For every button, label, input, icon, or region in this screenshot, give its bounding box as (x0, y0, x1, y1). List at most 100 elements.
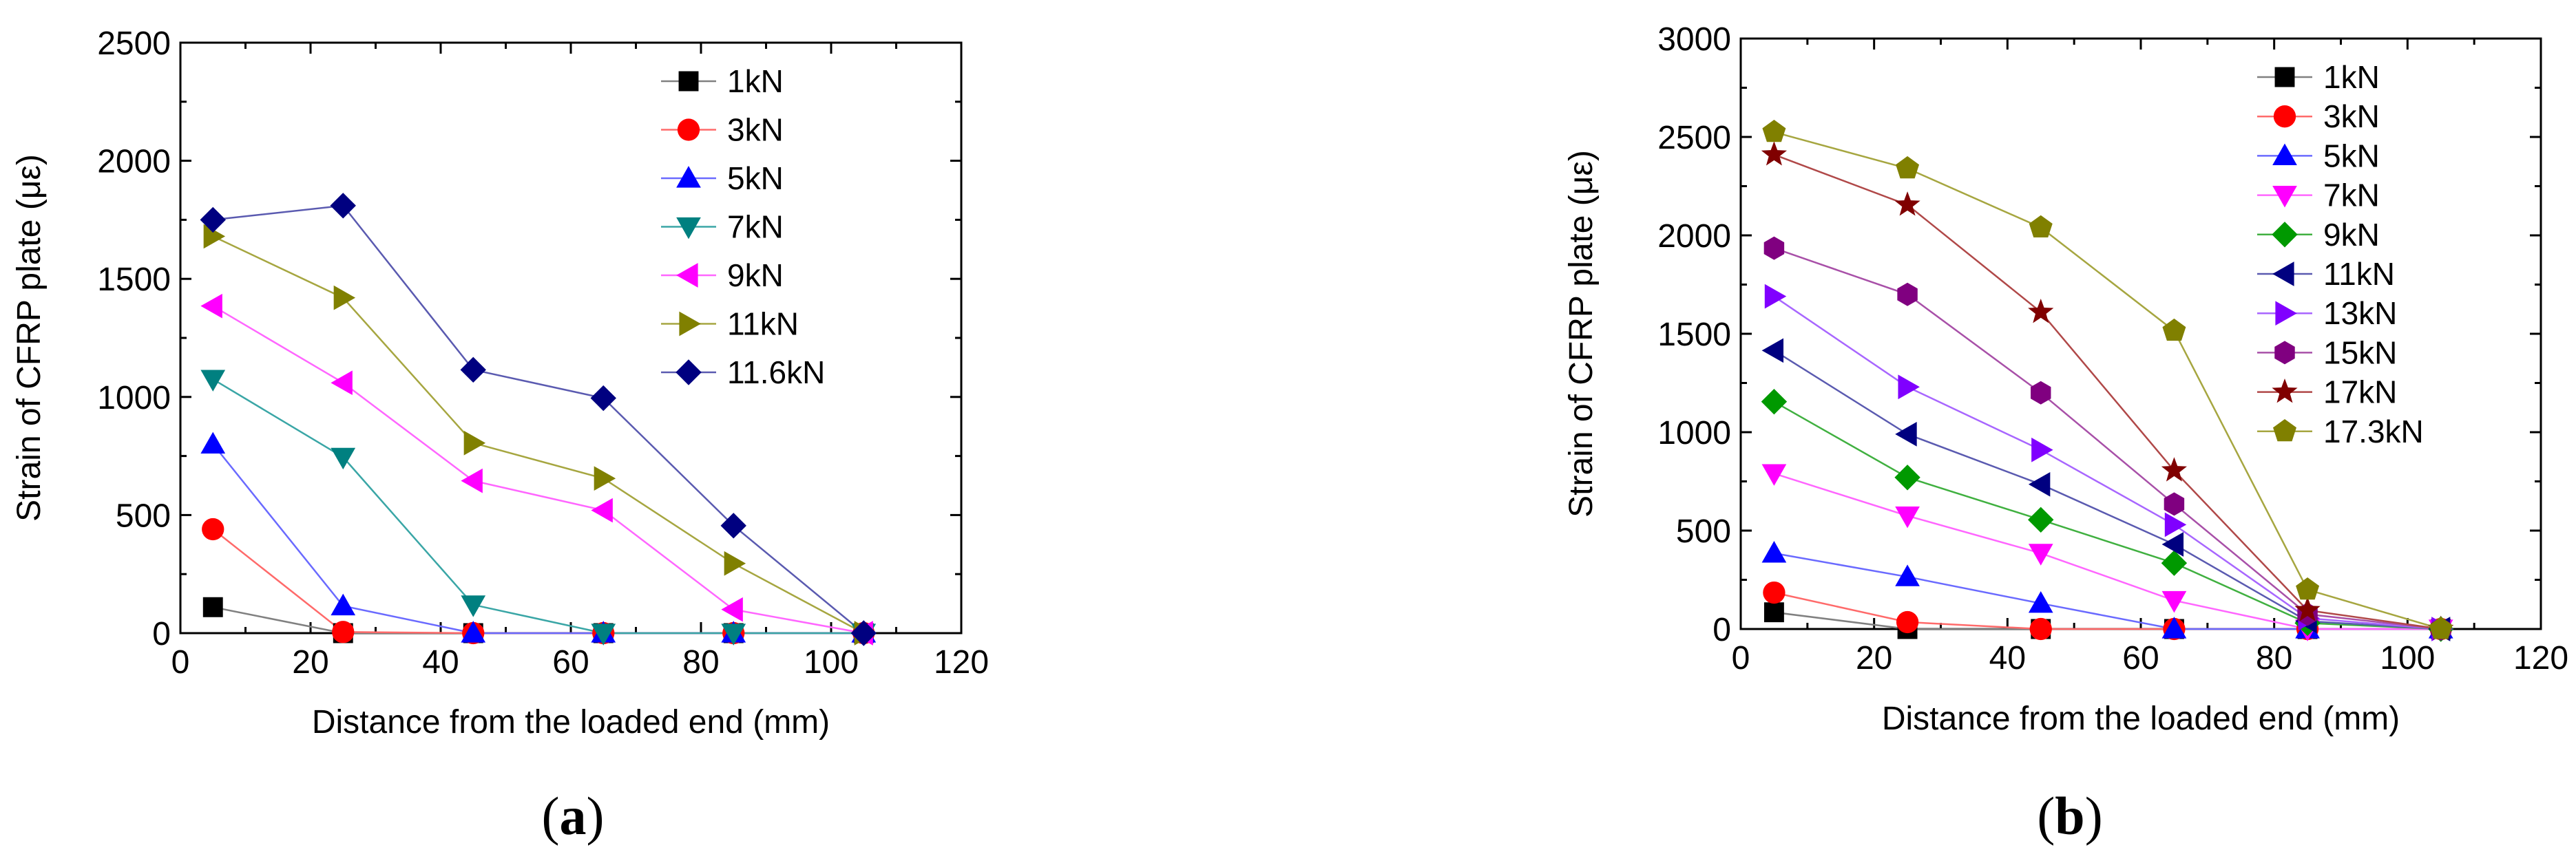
panel-a-series-line-5kN (212, 443, 864, 635)
panel-b-legend-label: 15kN (2323, 334, 2397, 370)
panel-b-point-7kN (2028, 544, 2053, 566)
panel-a-series-line-11kN (212, 235, 864, 635)
panel-b-point-17kN (1761, 141, 1788, 166)
panel-b-point-5kN (2161, 617, 2187, 639)
panel-a-legend-marker (679, 311, 701, 337)
panel-a-y-tick-label: 500 (116, 498, 171, 534)
panel-b-point-9kN (2028, 507, 2054, 533)
panel-a-legend-marker (676, 166, 701, 188)
panel-b-point-17.3kN (2162, 318, 2186, 341)
panel-a-point-7kN (461, 595, 486, 617)
panel-b-point-17.3kN (1896, 156, 1920, 179)
panel-b-y-tick-label: 0 (1713, 612, 1731, 648)
panel-a-point-9kN (461, 468, 483, 493)
panel-a-label: (a) (542, 786, 605, 846)
panel-a-legend-label: 1kN (727, 63, 784, 99)
panel-b-x-tick-label: 100 (2380, 640, 2435, 676)
panel-b-series-line-17kN (1773, 153, 2441, 630)
panel-b-legend-label: 17kN (2323, 374, 2397, 410)
panel-a-point-9kN (331, 370, 353, 396)
panel-b-point-17.3kN (2429, 617, 2453, 639)
panel-a: 0 20 40 60 80 100 120 0 500 1000 1500 2000 2500 Dista… (11, 25, 989, 846)
panel-a-point-11kN (203, 224, 226, 249)
panel-a-legend: 1kN 3kN 5kN 7kN 9kN 11kN 11.6kN (661, 63, 825, 390)
panel-b-x-axis-title: Distance from the loaded end (mm) (1882, 701, 2400, 737)
panel-b-y-axis-title: Strain of CFRP plate (με) (1563, 150, 1600, 518)
panel-b-point-13kN (1764, 284, 1787, 309)
panel-a-legend-marker (676, 263, 698, 288)
panel-a-point-11kN (333, 285, 356, 310)
panel-b-point-3kN (1896, 610, 1919, 634)
panel-a-point-9kN (721, 597, 743, 622)
panel-a-series-line-9kN (212, 305, 864, 635)
panel-b-y-tick-label: 2500 (1657, 120, 1731, 156)
panel-b-point-3kN (1763, 581, 1786, 604)
panel-b-legend-marker (2272, 222, 2298, 248)
panel-a-legend-label: 9kN (727, 257, 784, 293)
panel-b-point-9kN (1761, 388, 1788, 415)
panel-a-x-tick-label: 100 (804, 644, 859, 681)
panel-a-legend-label: 11.6kN (727, 354, 825, 390)
panel-b-point-17.3kN (2029, 215, 2053, 237)
panel-b-series-line-11kN (1773, 350, 2441, 630)
panel-b-y-tick-label: 1500 (1657, 317, 1731, 353)
panel-a-legend-label: 5kN (727, 160, 784, 196)
panel-b-legend-label: 7kN (2323, 178, 2380, 213)
panel-a-y-tick-label: 0 (152, 616, 171, 652)
panel-b-legend-marker (2275, 301, 2297, 326)
panel-b-x-tick-label: 40 (1989, 640, 2026, 676)
panel-b-legend-marker (2272, 379, 2298, 403)
panel-a-point-11.6kN (590, 385, 616, 412)
panel-a-legend-label: 7kN (727, 209, 784, 245)
panel-b-series-line-15kN (1773, 247, 2441, 630)
panel-b-point-3kN (2029, 617, 2052, 641)
panel-a-y-tick-label: 2500 (97, 25, 171, 62)
panel-a-point-11.6kN (850, 620, 877, 646)
panel-b-point-13kN (2164, 512, 2187, 537)
panel-b-point-11kN (2028, 471, 2051, 497)
panel-a-legend-label: 3kN (727, 112, 784, 148)
panel-a-point-11kN (463, 430, 486, 456)
panel-b-x-tick-label: 20 (1856, 640, 1892, 676)
panel-b-point-15kN (2031, 381, 2051, 405)
panel-a-legend-marker (676, 359, 702, 385)
panel-a-y-tick-label: 1500 (97, 262, 171, 298)
panel-a-point-11.6kN (330, 193, 356, 219)
panel-b-legend-label: 11kN (2323, 256, 2395, 292)
panel-a-x-tick-label: 60 (552, 644, 589, 681)
panel-a-point-5kN (331, 593, 356, 616)
panel-a-point-1kN (202, 597, 223, 617)
panel-b-series-line-13kN (1773, 295, 2441, 630)
panel-a-point-9kN (200, 293, 222, 319)
panel-b-point-9kN (2161, 550, 2188, 576)
panel-a-legend-marker (677, 118, 700, 141)
panel-b-legend-label: 1kN (2323, 59, 2380, 95)
panel-b-y-tick-label: 3000 (1657, 21, 1731, 58)
panel-b-point-9kN (1894, 465, 1920, 491)
panel-a-point-11kN (724, 551, 746, 576)
panel-b-legend-marker (2274, 67, 2295, 87)
panel-a-x-tick-label: 20 (292, 644, 328, 681)
panel-b-legend-marker (2274, 341, 2295, 365)
panel-a-point-3kN (332, 621, 355, 643)
panel-a-series-line-11.6kN (213, 204, 865, 634)
panel-b-point-11kN (1761, 338, 1784, 363)
panel-a-point-5kN (200, 432, 226, 454)
panel-b-point-7kN (2161, 590, 2187, 613)
panel-b-point-11kN (1895, 422, 1917, 447)
panel-b-legend-label: 3kN (2323, 98, 2380, 134)
panel-b-point-13kN (2031, 437, 2053, 462)
panel-b-legend-marker (2273, 418, 2296, 442)
panel-b-point-5kN (1895, 564, 1920, 586)
panel-b-point-17kN (2028, 298, 2054, 323)
panel-b-point-17kN (2161, 457, 2188, 482)
panel-b-legend-marker (2272, 262, 2294, 286)
panel-b-y-tick-label: 1000 (1657, 415, 1731, 451)
panel-b-legend-marker (2272, 186, 2297, 208)
panel-a-x-axis-title: Distance from the loaded end (mm) (312, 704, 830, 741)
panel-a-x-tick-label: 80 (682, 644, 719, 681)
panel-a-point-3kN (202, 518, 224, 541)
panel-a-point-9kN (591, 498, 613, 523)
panel-b-series-line-9kN (1773, 401, 2441, 630)
panel-b-legend-label: 9kN (2323, 217, 2380, 253)
